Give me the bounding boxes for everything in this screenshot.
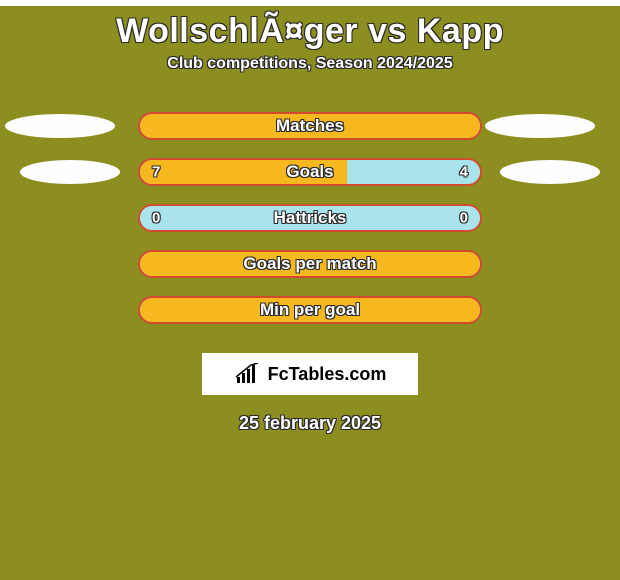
stat-bar-left [140, 114, 480, 138]
source-badge-text: FcTables.com [268, 364, 387, 385]
stat-value-left: 0 [152, 210, 160, 227]
right-ellipse [485, 114, 595, 138]
chart-icon [234, 363, 262, 385]
stat-row: Matches [0, 103, 620, 149]
stat-bar-left [140, 298, 480, 322]
stat-value-right: 0 [460, 210, 468, 227]
generated-date: 25 february 2025 [0, 413, 620, 434]
comparison-infographic: WollschlÃ¤ger vs Kapp Club competitions,… [0, 6, 620, 580]
stat-row: Hattricks00 [0, 195, 620, 241]
right-ellipse [500, 160, 600, 184]
source-badge: FcTables.com [202, 353, 418, 395]
stat-value-left: 7 [152, 164, 160, 181]
stat-bar: Goals per match [138, 250, 482, 278]
page-subtitle: Club competitions, Season 2024/2025 [0, 55, 620, 73]
stat-bar: Goals74 [138, 158, 482, 186]
stat-row: Min per goal [0, 287, 620, 333]
left-ellipse [5, 114, 115, 138]
stat-bar: Matches [138, 112, 482, 140]
stat-bar: Min per goal [138, 296, 482, 324]
stat-row: Goals per match [0, 241, 620, 287]
stat-value-right: 4 [460, 164, 468, 181]
stat-rows: MatchesGoals74Hattricks00Goals per match… [0, 103, 620, 333]
stat-bar: Hattricks00 [138, 204, 482, 232]
stat-bar-left [140, 160, 347, 184]
stat-bar-left [140, 252, 480, 276]
stat-bar-right [140, 206, 480, 230]
page-title: WollschlÃ¤ger vs Kapp [0, 6, 620, 51]
left-ellipse [20, 160, 120, 184]
stat-row: Goals74 [0, 149, 620, 195]
